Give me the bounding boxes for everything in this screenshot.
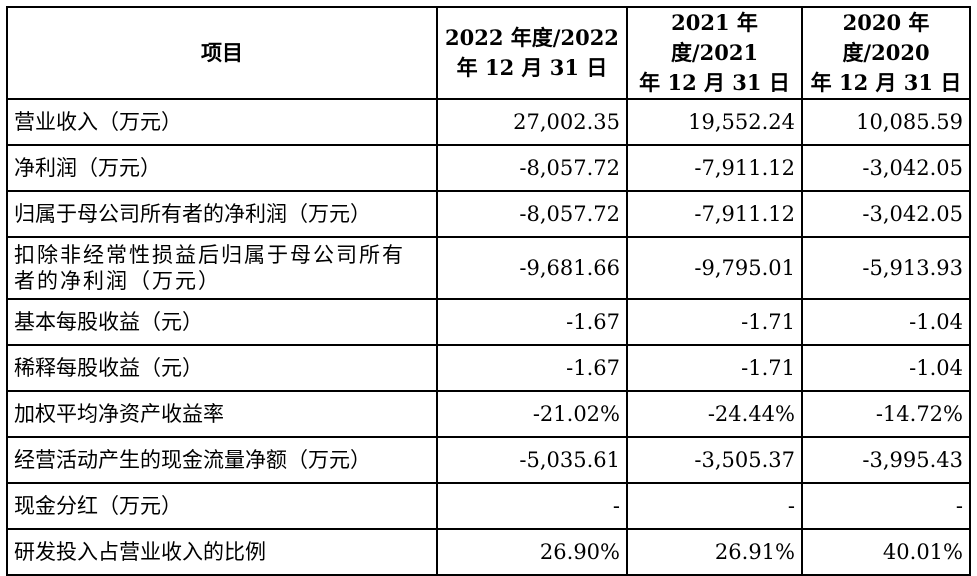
- table-row-net-profit-parent: 归属于母公司所有者的净利润（万元） -8,057.72 -7,911.12 -3…: [6, 190, 971, 238]
- row-label-line2: 者的净利润（万元）: [14, 269, 221, 293]
- cell-2022: -5,035.61: [436, 436, 628, 484]
- cell-2022: 27,002.35: [436, 98, 628, 146]
- cell-2020: -1.04: [801, 298, 971, 346]
- row-label: 稀释每股收益（元）: [6, 344, 438, 392]
- cell-2020: 10,085.59: [801, 98, 971, 146]
- row-label: 经营活动产生的现金流量净额（万元）: [6, 436, 438, 484]
- table-row-revenue: 营业收入（万元） 27,002.35 19,552.24 10,085.59: [6, 98, 971, 146]
- header-2022-line1: 2022 年度/2022: [445, 25, 619, 50]
- cell-2020: 40.01%: [801, 528, 971, 576]
- header-2020: 2020 年度/2020 年 12 月 31 日: [801, 6, 971, 100]
- table-row-basic-eps: 基本每股收益（元） -1.67 -1.71 -1.04: [6, 298, 971, 346]
- row-label: 净利润（万元）: [6, 144, 438, 192]
- row-label: 现金分红（万元）: [6, 482, 438, 530]
- table-row-operating-cash-flow: 经营活动产生的现金流量净额（万元） -5,035.61 -3,505.37 -3…: [6, 436, 971, 484]
- cell-2021: -: [626, 482, 803, 530]
- cell-2021: 26.91%: [626, 528, 803, 576]
- cell-2021: -7,911.12: [626, 144, 803, 192]
- table-row-diluted-eps: 稀释每股收益（元） -1.67 -1.71 -1.04: [6, 344, 971, 392]
- cell-2021: -9,795.01: [626, 236, 803, 300]
- header-2020-line2: 年 12 月 31 日: [810, 70, 962, 95]
- header-2022-line2: 年 12 月 31 日: [456, 55, 608, 80]
- table-row-roe: 加权平均净资产收益率 -21.02% -24.44% -14.72%: [6, 390, 971, 438]
- cell-2020: -3,042.05: [801, 144, 971, 192]
- financial-summary-table: 项目 2022 年度/2022 年 12 月 31 日 2021 年度/2021…: [6, 6, 971, 576]
- cell-2022: -8,057.72: [436, 190, 628, 238]
- cell-2022: 26.90%: [436, 528, 628, 576]
- header-2021-line1: 2021 年度/2021: [670, 10, 759, 65]
- cell-2020: -3,042.05: [801, 190, 971, 238]
- cell-2021: -1.71: [626, 344, 803, 392]
- header-2021-line2: 年 12 月 31 日: [639, 70, 790, 95]
- cell-2020: -14.72%: [801, 390, 971, 438]
- financial-table-container: 项目 2022 年度/2022 年 12 月 31 日 2021 年度/2021…: [6, 6, 971, 576]
- cell-2021: -7,911.12: [626, 190, 803, 238]
- cell-2022: -: [436, 482, 628, 530]
- cell-2021: -1.71: [626, 298, 803, 346]
- cell-2020: -: [801, 482, 971, 530]
- header-2021: 2021 年度/2021 年 12 月 31 日: [626, 6, 803, 100]
- row-label-line1: 扣除非经常性损益后归属于母公司所有: [14, 243, 405, 267]
- cell-2022: -1.67: [436, 344, 628, 392]
- cell-2022: -8,057.72: [436, 144, 628, 192]
- cell-2021: -24.44%: [626, 390, 803, 438]
- row-label: 研发投入占营业收入的比例: [6, 528, 438, 576]
- header-item: 项目: [6, 6, 438, 100]
- cell-2022: -21.02%: [436, 390, 628, 438]
- cell-2021: -3,505.37: [626, 436, 803, 484]
- row-label: 加权平均净资产收益率: [6, 390, 438, 438]
- row-label: 营业收入（万元）: [6, 98, 438, 146]
- row-label: 归属于母公司所有者的净利润（万元）: [6, 190, 438, 238]
- cell-2020: -1.04: [801, 344, 971, 392]
- table-row-net-profit: 净利润（万元） -8,057.72 -7,911.12 -3,042.05: [6, 144, 971, 192]
- cell-2022: -1.67: [436, 298, 628, 346]
- row-label: 扣除非经常性损益后归属于母公司所有 者的净利润（万元）: [6, 236, 438, 300]
- cell-2020: -5,913.93: [801, 236, 971, 300]
- table-row-rd-ratio: 研发投入占营业收入的比例 26.90% 26.91% 40.01%: [6, 528, 971, 576]
- header-2022: 2022 年度/2022 年 12 月 31 日: [436, 6, 628, 100]
- table-header-row: 项目 2022 年度/2022 年 12 月 31 日 2021 年度/2021…: [6, 6, 971, 100]
- table-row-net-profit-deducted: 扣除非经常性损益后归属于母公司所有 者的净利润（万元） -9,681.66 -9…: [6, 236, 971, 300]
- row-label: 基本每股收益（元）: [6, 298, 438, 346]
- table-row-cash-dividend: 现金分红（万元） - - -: [6, 482, 971, 530]
- cell-2020: -3,995.43: [801, 436, 971, 484]
- header-2020-line1: 2020 年度/2020: [842, 10, 930, 65]
- cell-2021: 19,552.24: [626, 98, 803, 146]
- cell-2022: -9,681.66: [436, 236, 628, 300]
